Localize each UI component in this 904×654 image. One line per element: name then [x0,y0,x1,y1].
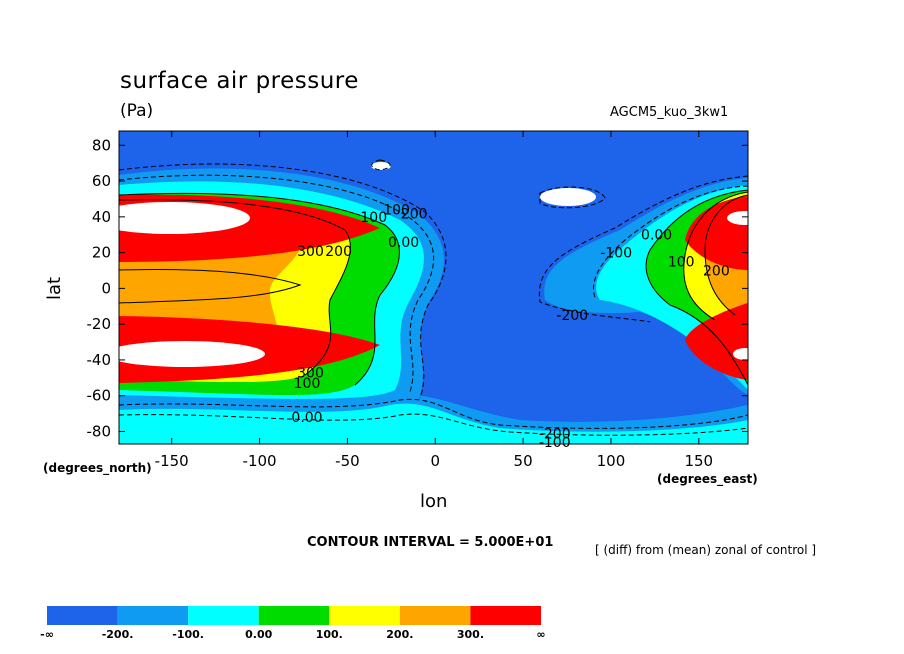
colorbar-swatch [188,606,259,625]
x-tick-label: -50 [335,452,360,470]
colorbar-level-label: 100. [315,628,343,641]
colorbar-level-label: 0.00 [245,628,273,641]
contour-label: 100 [668,255,695,271]
field-band-minus100 [119,403,748,444]
y-tick-label: 20 [92,244,111,262]
colorbar [47,606,541,625]
colorbar-level-label: -∞ [40,628,54,641]
contour-label: 0.00 [388,235,419,251]
colorbar-swatch [47,606,118,625]
colorbar-level-label: -200. [101,628,134,641]
contour-label: 300 [297,365,324,381]
field-island-east [540,188,596,206]
field-band-max-sw [119,341,265,367]
x-axis-units: (degrees_east) [657,472,758,486]
contour-label: -100 [539,435,571,451]
x-tick-label: 100 [597,452,626,470]
contour-label: 0.00 [641,228,672,244]
y-tick-label: 60 [92,172,111,190]
y-tick-label: -60 [87,387,112,405]
contour-label: -100 [600,246,632,262]
contour-label: 0.00 [291,410,322,426]
y-tick-label: -20 [87,315,112,333]
field-band-max-se [733,348,748,360]
contour-label: 200 [325,244,352,260]
colorbar-swatch [399,606,471,625]
contour-label: 100 [383,203,410,219]
y-tick-label: -40 [87,351,112,369]
colorbar-swatch [470,606,541,625]
contour-label: -200 [539,426,571,442]
contour-label: 200 [401,206,428,222]
y-axis-label: lat [44,276,65,300]
colorbar-swatch [329,606,400,625]
y-tick-label: -80 [87,422,112,440]
y-tick-label: 0 [101,279,111,297]
contour-lines-positive [119,189,748,386]
contour-label: 100 [360,210,387,226]
x-tick-label: -150 [155,452,189,470]
diff-note: [ (diff) from (mean) zonal of control ] [595,543,817,557]
field-layer [119,131,748,444]
contour-lines-negative [119,159,748,436]
contour-label: 100 [294,376,321,392]
y-tick-label: 40 [92,208,111,226]
colorbar-swatch [117,606,189,625]
contour-interval: CONTOUR INTERVAL = 5.000E+01 [307,535,554,550]
x-tick-label: 50 [514,452,533,470]
contour-label: 300 [297,244,324,260]
x-axis-label: lon [420,491,448,512]
x-tick-label: 150 [684,452,713,470]
contour-label: 200 [703,264,730,280]
colorbar-level-label: ∞ [536,628,546,641]
x-tick-label: 0 [430,452,440,470]
colorbar-level-label: -100. [172,628,204,641]
contour-label: -200 [556,308,588,324]
field-band-300-se [685,303,748,380]
y-axis-units: (degrees_north) [43,461,152,475]
axis-layer: -150 -100 -50 0 50 100 150806040200-20-40-60-8… [87,131,748,470]
chart-units: (Pa) [120,101,154,121]
field-island-north [371,162,391,170]
field-band-max-nw [119,202,250,234]
chart-title: surface air pressure [120,68,359,94]
y-tick-label: 80 [92,136,111,154]
plot-frame [118,130,749,445]
colorbar-level-label: 200. [386,628,414,641]
colorbar-swatch [258,606,330,625]
run-label: AGCM5_kuo_3kw1 [610,105,729,120]
x-tick-label: -100 [243,452,277,470]
field-band-max-ne [727,211,748,225]
colorbar-level-label: 300. [456,628,484,641]
